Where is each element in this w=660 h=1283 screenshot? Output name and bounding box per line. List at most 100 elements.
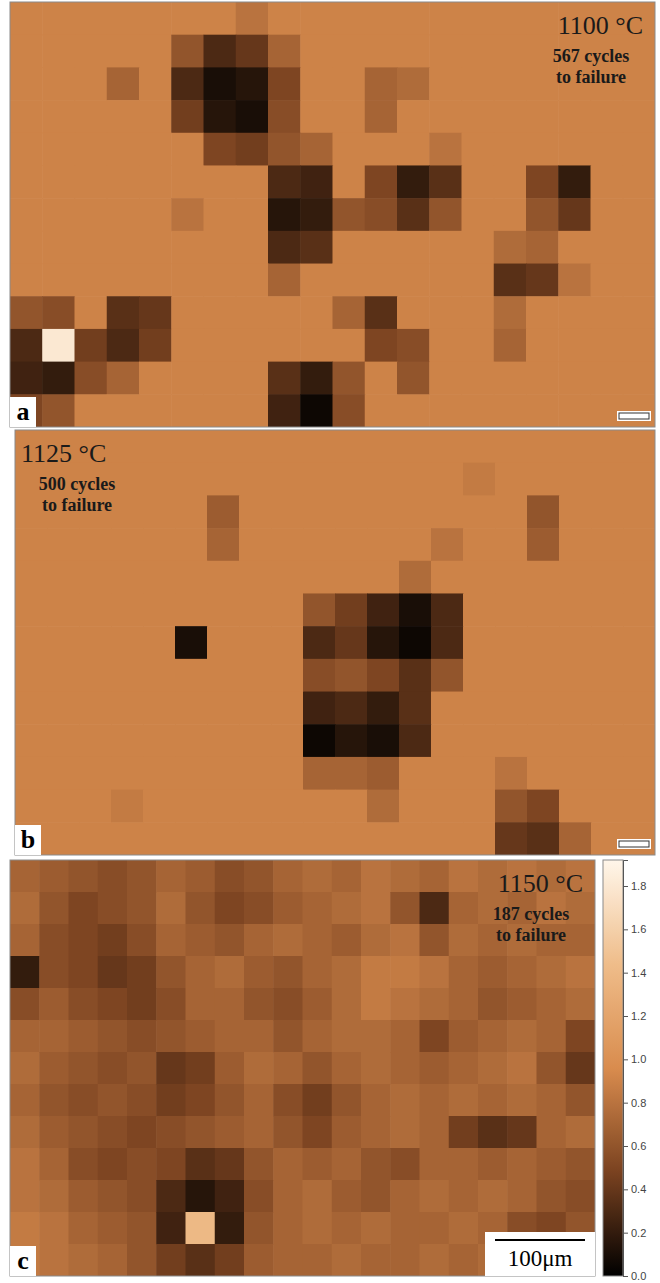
cell [273, 1244, 303, 1276]
cell [399, 692, 432, 725]
cell [332, 1148, 362, 1181]
cell [268, 100, 301, 133]
cell [429, 264, 462, 297]
cell [139, 362, 172, 395]
cell [42, 2, 75, 35]
cell [98, 956, 128, 989]
cell [397, 394, 430, 427]
cell [186, 956, 216, 989]
cell [361, 1084, 391, 1117]
cell [527, 790, 560, 823]
cell [361, 988, 391, 1021]
cell [449, 956, 479, 989]
cell [75, 100, 108, 133]
cell [273, 1084, 303, 1117]
cell [431, 790, 464, 823]
cell [207, 528, 240, 561]
cell [75, 67, 108, 100]
cell [39, 1020, 69, 1053]
cell [215, 1116, 245, 1149]
cell [429, 67, 462, 100]
cell [365, 35, 398, 68]
tick: 0.0 [623, 1270, 646, 1282]
cell [335, 463, 368, 496]
cell [537, 1020, 567, 1053]
annotation: 567 cyclesto failure [553, 46, 629, 87]
cell [367, 626, 400, 659]
cell [591, 264, 624, 297]
cell [431, 430, 464, 463]
cell [300, 198, 333, 231]
cell [361, 1148, 391, 1181]
cell [495, 561, 528, 594]
cell [244, 1084, 274, 1117]
cell [143, 757, 176, 790]
cell [236, 264, 269, 297]
cell [623, 724, 655, 757]
cell [171, 2, 204, 35]
cell [559, 528, 592, 561]
cell [591, 165, 624, 198]
cell [244, 956, 274, 989]
cell [559, 757, 592, 790]
cell [79, 659, 112, 692]
cell [361, 1116, 391, 1149]
cell [75, 394, 108, 427]
cell [463, 593, 496, 626]
cell [268, 264, 301, 297]
cell [365, 264, 398, 297]
cell [156, 892, 186, 925]
cell [507, 1052, 537, 1085]
cell [449, 1148, 479, 1181]
cell [507, 1084, 537, 1117]
cell [494, 264, 527, 297]
cell [623, 495, 655, 528]
cell [273, 1148, 303, 1181]
cell [15, 593, 48, 626]
cell [204, 67, 237, 100]
cell [494, 296, 527, 329]
cell [507, 1180, 537, 1213]
cell [303, 724, 336, 757]
cell [591, 561, 624, 594]
cell [10, 100, 43, 133]
cell [495, 757, 528, 790]
cell [591, 593, 624, 626]
cell [47, 724, 80, 757]
cell [390, 924, 420, 957]
cell [397, 264, 430, 297]
panel-title: 1100 °C [558, 11, 643, 40]
cell [365, 198, 398, 231]
cell [39, 1116, 69, 1149]
cell [244, 988, 274, 1021]
cell [526, 198, 559, 231]
cell [623, 198, 655, 231]
cell [244, 1148, 274, 1181]
cell [42, 165, 75, 198]
cell [15, 724, 48, 757]
cell [591, 495, 624, 528]
cell [507, 988, 537, 1021]
cell [39, 892, 69, 925]
cell [494, 100, 527, 133]
cell [566, 956, 595, 989]
cell [303, 1244, 333, 1276]
cell [111, 790, 144, 823]
cell [390, 1052, 420, 1085]
cell [429, 231, 462, 264]
cell [127, 860, 157, 893]
cell [462, 198, 495, 231]
cell [431, 757, 464, 790]
cell [215, 860, 245, 893]
cell [559, 561, 592, 594]
cell [139, 264, 172, 297]
cell [431, 593, 464, 626]
cell [462, 329, 495, 362]
cell [175, 495, 208, 528]
cell [42, 35, 75, 68]
cell [566, 988, 595, 1021]
cell [139, 296, 172, 329]
cell [204, 329, 237, 362]
cell [566, 1052, 595, 1085]
cell [559, 593, 592, 626]
